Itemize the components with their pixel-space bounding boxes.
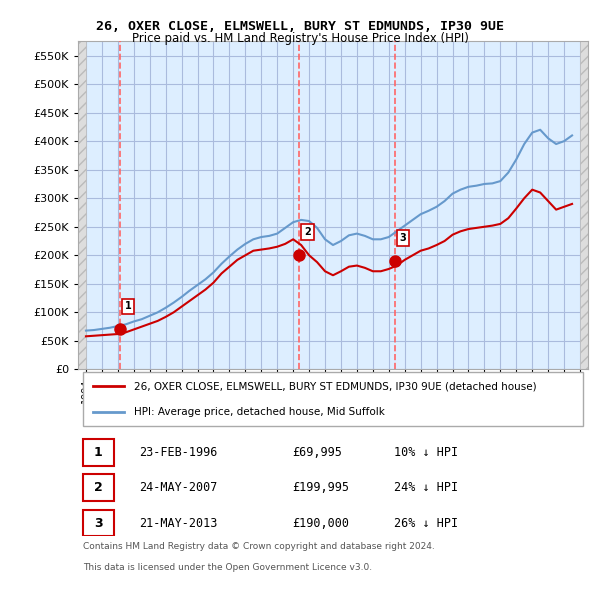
FancyBboxPatch shape	[83, 439, 114, 466]
Text: 21-MAY-2013: 21-MAY-2013	[139, 516, 218, 529]
Text: 26, OXER CLOSE, ELMSWELL, BURY ST EDMUNDS, IP30 9UE: 26, OXER CLOSE, ELMSWELL, BURY ST EDMUND…	[96, 20, 504, 33]
Text: HPI: Average price, detached house, Mid Suffolk: HPI: Average price, detached house, Mid …	[134, 407, 385, 417]
Text: £199,995: £199,995	[292, 481, 349, 494]
Text: 10% ↓ HPI: 10% ↓ HPI	[394, 445, 458, 458]
FancyBboxPatch shape	[83, 510, 114, 536]
Text: 26% ↓ HPI: 26% ↓ HPI	[394, 516, 458, 529]
FancyBboxPatch shape	[83, 372, 583, 426]
Text: 3: 3	[94, 516, 103, 529]
Text: 2: 2	[304, 227, 311, 237]
Text: 2: 2	[94, 481, 103, 494]
Text: 1: 1	[125, 301, 131, 312]
Text: £69,995: £69,995	[292, 445, 342, 458]
Bar	[78, 41, 86, 369]
Bar	[580, 41, 588, 369]
Text: £190,000: £190,000	[292, 516, 349, 529]
Text: 24% ↓ HPI: 24% ↓ HPI	[394, 481, 458, 494]
Text: 23-FEB-1996: 23-FEB-1996	[139, 445, 218, 458]
Text: 26, OXER CLOSE, ELMSWELL, BURY ST EDMUNDS, IP30 9UE (detached house): 26, OXER CLOSE, ELMSWELL, BURY ST EDMUND…	[134, 381, 537, 391]
Text: 3: 3	[400, 233, 407, 243]
Text: 24-MAY-2007: 24-MAY-2007	[139, 481, 218, 494]
Text: Price paid vs. HM Land Registry's House Price Index (HPI): Price paid vs. HM Land Registry's House …	[131, 32, 469, 45]
Text: 1: 1	[94, 445, 103, 458]
Text: Contains HM Land Registry data © Crown copyright and database right 2024.: Contains HM Land Registry data © Crown c…	[83, 542, 435, 552]
Text: This data is licensed under the Open Government Licence v3.0.: This data is licensed under the Open Gov…	[83, 563, 372, 572]
FancyBboxPatch shape	[83, 474, 114, 501]
